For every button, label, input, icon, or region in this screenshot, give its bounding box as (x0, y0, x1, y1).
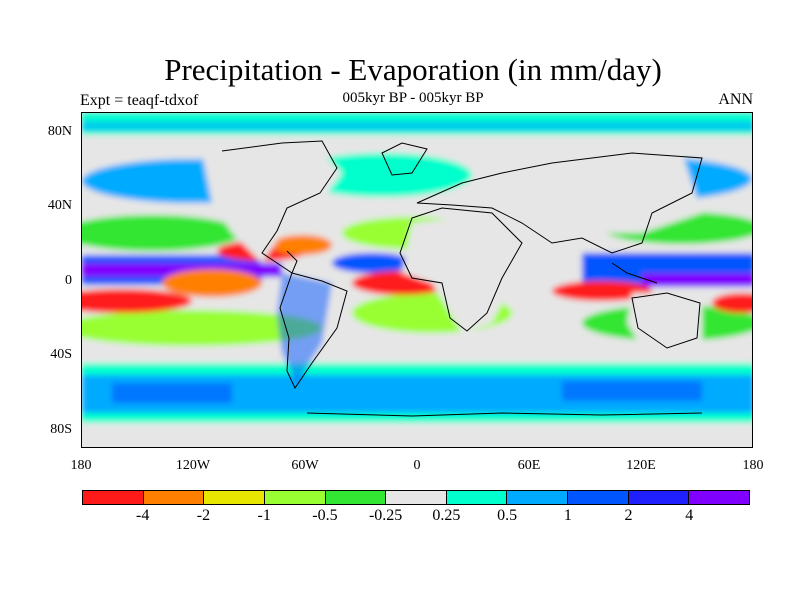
colorbar-label: 0.5 (497, 507, 518, 524)
colorbar-segment (568, 491, 629, 504)
colorbar-segment (143, 491, 205, 504)
colorbar-segment (83, 491, 144, 504)
lon-label-180w: 180 (70, 458, 92, 473)
colorbar-label: 1 (563, 507, 572, 524)
season-label: ANN (718, 91, 753, 108)
colorbar-label: -0.25 (368, 507, 403, 524)
colorbar-segment (446, 491, 508, 504)
colorbar-segment (507, 491, 569, 504)
colorbar-label: -1 (257, 507, 271, 524)
lon-label-120e: 120E (626, 458, 656, 473)
lon-label-0: 0 (413, 458, 421, 473)
colorbar-segment (325, 491, 387, 504)
colorbar-segment (628, 491, 690, 504)
plot-title: Precipitation - Evaporation (in mm/day) (164, 52, 662, 87)
colorbar-segment (689, 491, 750, 504)
colorbar-segment (386, 491, 447, 504)
lat-label-80n: 80N (47, 124, 72, 139)
pe-field-map (82, 113, 752, 447)
colorbar-label: 4 (685, 507, 694, 524)
colorbar (82, 490, 750, 505)
lon-label-120w: 120W (175, 458, 211, 473)
lat-label-40n: 40N (47, 198, 72, 213)
colorbar-label: 0.25 (432, 507, 461, 524)
lon-label-60w: 60W (291, 458, 319, 473)
lat-label-40s: 40S (50, 347, 72, 362)
colorbar-label: -4 (136, 507, 150, 524)
colorbar-label: -0.5 (312, 507, 338, 524)
experiment-label: Expt = teaqf-tdxof (80, 92, 199, 109)
colorbar-segment (204, 491, 265, 504)
plot-subtitle: 005kyr BP - 005kyr BP (342, 90, 484, 106)
map-panel (81, 112, 753, 448)
lon-label-180e: 180 (742, 458, 764, 473)
colorbar-label: 2 (624, 507, 633, 524)
colorbar-segment (264, 491, 326, 504)
colorbar-label: -2 (196, 507, 211, 524)
lon-label-60e: 60E (517, 458, 541, 473)
lat-label-80s: 80S (50, 422, 72, 437)
lat-label-0: 0 (65, 273, 72, 288)
